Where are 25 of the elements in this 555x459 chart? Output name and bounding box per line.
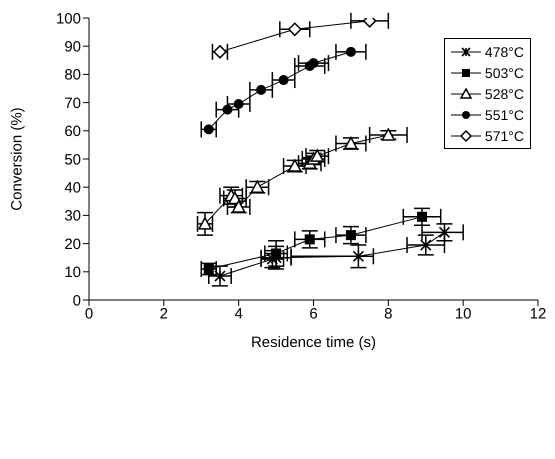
legend-label: 478°C	[484, 44, 524, 60]
y-axis-title: Conversion (%)	[8, 107, 26, 211]
y-tick-label: 100	[56, 10, 81, 28]
y-tick-label: 80	[64, 66, 81, 84]
x-tick-label: 4	[234, 306, 243, 323]
y-tick-label: 10	[64, 264, 81, 282]
x-axis-title: Residence time (s)	[250, 334, 376, 351]
x-tick-label: 6	[309, 306, 318, 323]
y-tick-label: 90	[64, 38, 81, 56]
legend-label: 503°C	[484, 64, 524, 80]
x-tick-label: 12	[530, 306, 546, 323]
y-tick-label: 30	[64, 208, 81, 225]
y-tick-label: 40	[64, 180, 81, 197]
legend-label: 571°C	[484, 128, 524, 144]
y-tick-label: 70	[64, 94, 81, 112]
x-tick-label: 0	[84, 306, 94, 323]
legend-label: 551°C	[484, 106, 524, 122]
x-tick-label: 2	[160, 306, 168, 323]
x-tick-label: 8	[384, 306, 393, 323]
y-tick-label: 50	[64, 151, 81, 168]
y-tick-label: 0	[72, 292, 81, 310]
x-tick-label: 10	[454, 306, 472, 323]
y-tick-label: 20	[64, 236, 81, 253]
legend-label: 528°C	[484, 86, 524, 102]
y-tick-label: 60	[64, 123, 81, 140]
